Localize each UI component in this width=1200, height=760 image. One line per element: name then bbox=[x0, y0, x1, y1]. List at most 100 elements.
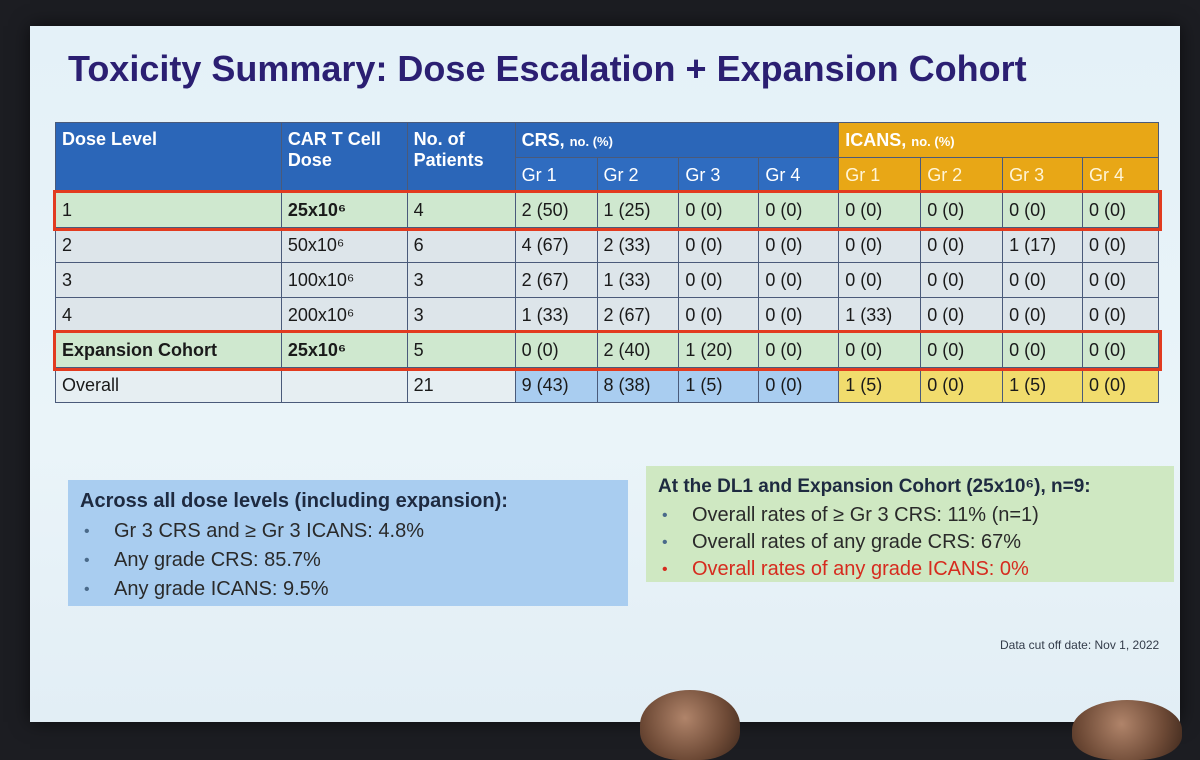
list-item: Overall rates of any grade CRS: 67% bbox=[658, 529, 1162, 556]
patients-cell: 6 bbox=[406, 227, 516, 263]
icans-cell: 0 (0) bbox=[1002, 262, 1084, 298]
header-dose-level: Dose Level bbox=[55, 122, 282, 193]
icans-cell: 0 (0) bbox=[1082, 192, 1159, 228]
crs-cell: 4 (67) bbox=[514, 227, 598, 263]
icans-cell: 0 (0) bbox=[920, 367, 1004, 403]
crs-label: CRS, bbox=[521, 129, 565, 150]
crs-cell: 0 (0) bbox=[678, 262, 760, 298]
dl1-expansion-box: At the DL1 and Expansion Cohort (25x10⁶)… bbox=[646, 466, 1174, 583]
header-icans: ICANS, no. (%) bbox=[838, 122, 1159, 158]
icans-grade-header: Gr 4 bbox=[1082, 157, 1159, 193]
icans-cell: 0 (0) bbox=[920, 297, 1004, 333]
icans-grade-header: Gr 1 bbox=[838, 157, 922, 193]
dose-level-cell: 2 bbox=[55, 227, 282, 263]
toxicity-table: Dose Level CAR T Cell Dose No. of Patien… bbox=[55, 122, 1159, 403]
header-patients: No. of Patients bbox=[406, 122, 516, 193]
crs-cell: 1 (20) bbox=[678, 332, 760, 368]
crs-cell: 1 (33) bbox=[596, 262, 680, 298]
dl1-box-list: Overall rates of ≥ Gr 3 CRS: 11% (n=1) O… bbox=[658, 502, 1162, 583]
dose-level-cell: Overall bbox=[55, 367, 282, 403]
crs-grade-header: Gr 1 bbox=[514, 157, 598, 193]
dose-level-cell: Expansion Cohort bbox=[55, 332, 282, 368]
car-t-dose-cell: 25x10⁶ bbox=[280, 192, 408, 228]
icans-grade-header: Gr 2 bbox=[920, 157, 1004, 193]
dose-level-cell: 4 bbox=[55, 297, 282, 333]
crs-cell: 9 (43) bbox=[514, 367, 598, 403]
dose-level-cell: 1 bbox=[55, 192, 282, 228]
slide: Toxicity Summary: Dose Escalation + Expa… bbox=[30, 26, 1180, 722]
patients-cell: 3 bbox=[406, 262, 516, 298]
crs-cell: 2 (33) bbox=[596, 227, 680, 263]
table-row: 1 25x10⁶ 4 2 (50) 1 (25) 0 (0) 0 (0) 0 (… bbox=[55, 192, 1159, 228]
icans-unit: no. (%) bbox=[911, 133, 955, 149]
header-car-t-dose: CAR T Cell Dose bbox=[280, 122, 408, 193]
table-row: 3 100x10⁶ 3 2 (67) 1 (33) 0 (0) 0 (0) 0 … bbox=[55, 262, 1159, 298]
icans-cell: 0 (0) bbox=[920, 227, 1004, 263]
patients-cell: 3 bbox=[406, 297, 516, 333]
data-cutoff-note: Data cut off date: Nov 1, 2022 bbox=[1000, 638, 1160, 652]
car-t-dose-cell: 100x10⁶ bbox=[280, 262, 408, 298]
crs-cell: 0 (0) bbox=[758, 297, 840, 333]
icans-cell: 0 (0) bbox=[1082, 297, 1159, 333]
list-item: Any grade ICANS: 9.5% bbox=[80, 575, 616, 604]
list-item-highlight: Overall rates of any grade ICANS: 0% bbox=[658, 556, 1162, 583]
icans-cell: 0 (0) bbox=[920, 332, 1004, 368]
across-box-list: Gr 3 CRS and ≥ Gr 3 ICANS: 4.8% Any grad… bbox=[80, 517, 616, 604]
icans-cell: 0 (0) bbox=[838, 227, 922, 263]
icans-cell: 0 (0) bbox=[920, 262, 1004, 298]
crs-cell: 0 (0) bbox=[758, 367, 840, 403]
icans-cell: 0 (0) bbox=[1002, 297, 1084, 333]
icans-cell: 0 (0) bbox=[920, 192, 1004, 228]
dose-level-cell: 3 bbox=[55, 262, 282, 298]
icans-cell: 0 (0) bbox=[1002, 192, 1084, 228]
crs-cell: 0 (0) bbox=[514, 332, 598, 368]
audience-head bbox=[1072, 700, 1182, 760]
slide-title: Toxicity Summary: Dose Escalation + Expa… bbox=[68, 48, 1027, 89]
crs-cell: 2 (50) bbox=[514, 192, 598, 228]
table-row: Expansion Cohort 25x10⁶ 5 0 (0) 2 (40) 1… bbox=[55, 332, 1159, 368]
icans-cell: 0 (0) bbox=[1082, 227, 1159, 263]
dl1-box-title: At the DL1 and Expansion Cohort (25x10⁶)… bbox=[658, 476, 1091, 497]
icans-cell: 0 (0) bbox=[838, 332, 922, 368]
crs-grade-header: Gr 2 bbox=[596, 157, 680, 193]
across-box-title: Across all dose levels (including expans… bbox=[80, 490, 508, 512]
icans-cell: 1 (5) bbox=[1002, 367, 1084, 403]
table-row: 4 200x10⁶ 3 1 (33) 2 (67) 0 (0) 0 (0) 1 … bbox=[55, 297, 1159, 333]
table-row-overall: Overall 21 9 (43) 8 (38) 1 (5) 0 (0) 1 (… bbox=[55, 367, 1159, 403]
icans-cell: 1 (33) bbox=[838, 297, 922, 333]
crs-cell: 0 (0) bbox=[758, 262, 840, 298]
icans-grade-header: Gr 3 bbox=[1002, 157, 1084, 193]
crs-cell: 0 (0) bbox=[678, 227, 760, 263]
crs-cell: 8 (38) bbox=[596, 367, 680, 403]
crs-cell: 0 (0) bbox=[758, 332, 840, 368]
crs-cell: 0 (0) bbox=[758, 192, 840, 228]
header-crs: CRS, no. (%) bbox=[514, 122, 840, 158]
car-t-dose-cell: 50x10⁶ bbox=[280, 227, 408, 263]
icans-label: ICANS, bbox=[845, 129, 907, 150]
icans-cell: 1 (5) bbox=[838, 367, 922, 403]
list-item: Overall rates of ≥ Gr 3 CRS: 11% (n=1) bbox=[658, 502, 1162, 529]
icans-cell: 0 (0) bbox=[1082, 367, 1159, 403]
patients-cell: 21 bbox=[406, 367, 516, 403]
car-t-dose-cell bbox=[280, 367, 408, 403]
crs-grade-header: Gr 3 bbox=[678, 157, 760, 193]
icans-cell: 0 (0) bbox=[1002, 332, 1084, 368]
crs-cell: 1 (33) bbox=[514, 297, 598, 333]
crs-cell: 1 (25) bbox=[596, 192, 680, 228]
patients-cell: 4 bbox=[406, 192, 516, 228]
crs-cell: 2 (67) bbox=[596, 297, 680, 333]
list-item: Gr 3 CRS and ≥ Gr 3 ICANS: 4.8% bbox=[80, 517, 616, 546]
crs-cell: 2 (40) bbox=[596, 332, 680, 368]
icans-cell: 0 (0) bbox=[838, 262, 922, 298]
icans-cell: 0 (0) bbox=[1082, 332, 1159, 368]
crs-grade-header: Gr 4 bbox=[758, 157, 840, 193]
car-t-dose-cell: 25x10⁶ bbox=[280, 332, 408, 368]
crs-cell: 0 (0) bbox=[678, 192, 760, 228]
crs-cell: 1 (5) bbox=[678, 367, 760, 403]
icans-cell: 0 (0) bbox=[838, 192, 922, 228]
patients-cell: 5 bbox=[406, 332, 516, 368]
list-item: Any grade CRS: 85.7% bbox=[80, 546, 616, 575]
table-row: 2 50x10⁶ 6 4 (67) 2 (33) 0 (0) 0 (0) 0 (… bbox=[55, 227, 1159, 263]
audience-head bbox=[640, 690, 740, 760]
icans-cell: 1 (17) bbox=[1002, 227, 1084, 263]
